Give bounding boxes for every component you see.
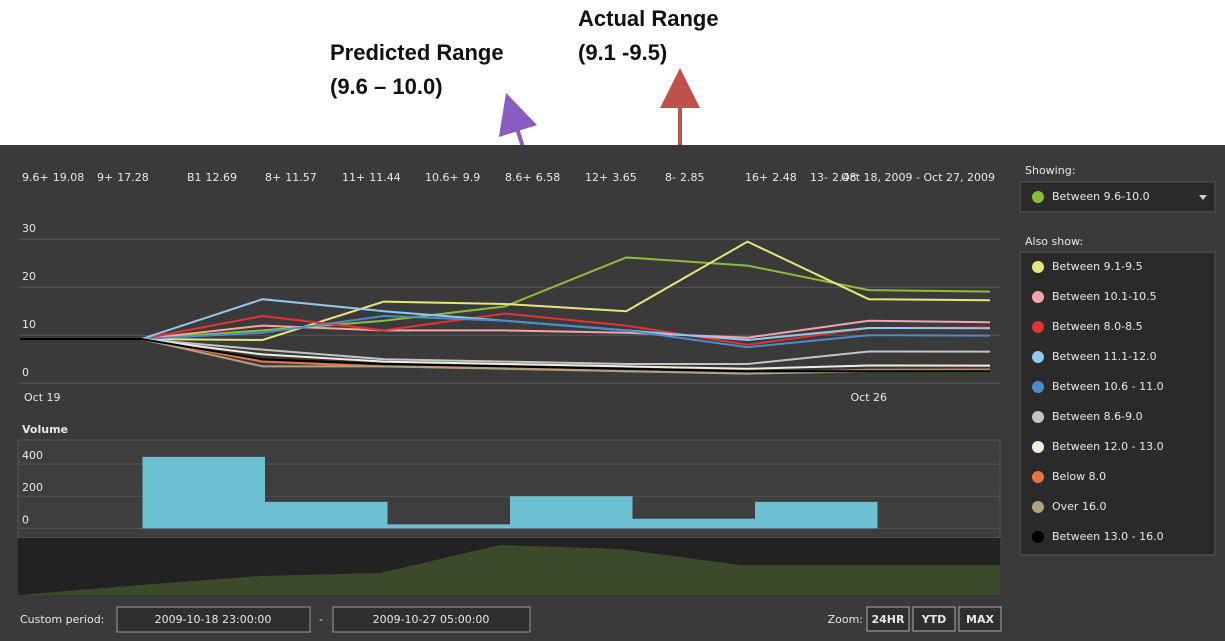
y-tick-label: 0 (22, 366, 29, 379)
header-series-name: 9+ (97, 171, 113, 184)
legend-item: Between 10.1-10.5 (1052, 290, 1157, 303)
header-series-name: 11+ (342, 171, 365, 184)
legend-dot (1032, 261, 1044, 273)
end-value: 2009-10-27 05:00:00 (373, 613, 490, 626)
y-tick-label: 10 (22, 318, 36, 331)
legend-dot (1032, 291, 1044, 303)
bar (632, 518, 755, 529)
legend-dot (1032, 531, 1044, 543)
bar (755, 501, 878, 529)
header-series-value: 2.48 (772, 171, 797, 184)
chart-title: Volume (22, 423, 68, 436)
header-series-name: 10.6+ (425, 171, 459, 184)
legend-dot (1032, 411, 1044, 423)
annotation-title: Predicted Range (330, 40, 504, 65)
header-series-name: 16+ (745, 171, 768, 184)
series-line (20, 314, 991, 349)
zoom-button[interactable] (866, 606, 910, 632)
legend-item: Between 10.6 - 11.0 (1052, 380, 1164, 393)
annotation-title: Actual Range (578, 6, 719, 31)
series-line (20, 338, 991, 373)
y-tick-label: 0 (22, 513, 29, 526)
bar (510, 496, 633, 529)
separator: - (319, 613, 323, 626)
bar (265, 501, 388, 529)
header-series-value: 19.08 (53, 171, 85, 184)
legend-dot (1032, 191, 1044, 203)
legend-dot (1032, 381, 1044, 393)
start-value: 2009-10-18 23:00:00 (155, 613, 272, 626)
zoom-button-label: YTD (921, 613, 947, 626)
y-tick-label: 30 (22, 222, 36, 235)
header-series-value: 2.48 (832, 171, 857, 184)
sidebar-label: Also show: (1025, 235, 1083, 248)
header-series-name: 9.6+ (22, 171, 49, 184)
header-series-value: 11.44 (369, 171, 401, 184)
start-input[interactable] (116, 606, 311, 633)
series-line (20, 338, 991, 370)
header-series-value: 9.9 (463, 171, 481, 184)
footer-label: Custom period: (20, 613, 104, 626)
header-series-value: 11.57 (285, 171, 317, 184)
legend-item: Between 11.1-12.0 (1052, 350, 1157, 363)
dropdown-value: Between 9.6-10.0 (1052, 190, 1150, 203)
x-tick-label: Oct 19 (24, 391, 61, 404)
header-series-name: 8.6+ (505, 171, 532, 184)
also-show-list (1019, 251, 1216, 556)
series-line (20, 338, 991, 365)
date-range: Oct 18, 2009 - Oct 27, 2009 (841, 171, 995, 184)
y-tick-label: 400 (22, 449, 43, 462)
legend-item: Between 8.6-9.0 (1052, 410, 1143, 423)
navigator-area (18, 545, 1000, 595)
header-series-value: 2.85 (680, 171, 705, 184)
annotation-range: (9.6 – 10.0) (330, 74, 443, 99)
x-tick-label: Oct 26 (850, 391, 887, 404)
zoom-button[interactable] (912, 606, 956, 632)
header-series-name: B1 (187, 171, 202, 184)
series-line (20, 312, 991, 346)
series-line (20, 319, 991, 341)
header-series-value: 12.69 (206, 171, 238, 184)
legend-item: Between 13.0 - 16.0 (1052, 530, 1164, 543)
series-line (20, 240, 991, 342)
header-series-value: 3.65 (612, 171, 637, 184)
legend-dot (1032, 321, 1044, 333)
y-tick-label: 200 (22, 481, 43, 494)
y-tick-label: 20 (22, 270, 36, 283)
header-series-value: 6.58 (536, 171, 561, 184)
zoom-button-label: 24HR (872, 613, 906, 626)
legend-dot (1032, 471, 1044, 483)
end-input[interactable] (332, 606, 531, 633)
bar (142, 456, 265, 529)
legend-dot (1032, 501, 1044, 513)
header-series-name: 8+ (265, 171, 281, 184)
legend-item: Between 12.0 - 13.0 (1052, 440, 1164, 453)
legend-item: Over 16.0 (1052, 500, 1106, 513)
legend-item: Between 9.1-9.5 (1052, 260, 1143, 273)
legend-dot (1032, 351, 1044, 363)
annotation-range: (9.1 -9.5) (578, 40, 667, 65)
legend-item: Below 8.0 (1052, 470, 1106, 483)
legend-dot (1032, 441, 1044, 453)
header-series-name: 12+ (585, 171, 608, 184)
header-series-name: 13- (810, 171, 828, 184)
dropdown[interactable] (1019, 181, 1216, 213)
header-series-name: 8- (665, 171, 676, 184)
legend-item: Between 8.0-8.5 (1052, 320, 1143, 333)
zoom-label: Zoom: (828, 613, 863, 626)
dropdown-arrow (1199, 195, 1207, 200)
bar (387, 524, 510, 529)
header-series-value: 17.28 (117, 171, 149, 184)
zoom-button-label: MAX (966, 613, 994, 626)
sidebar-label: Showing: (1025, 164, 1075, 177)
zoom-button[interactable] (958, 606, 1002, 632)
